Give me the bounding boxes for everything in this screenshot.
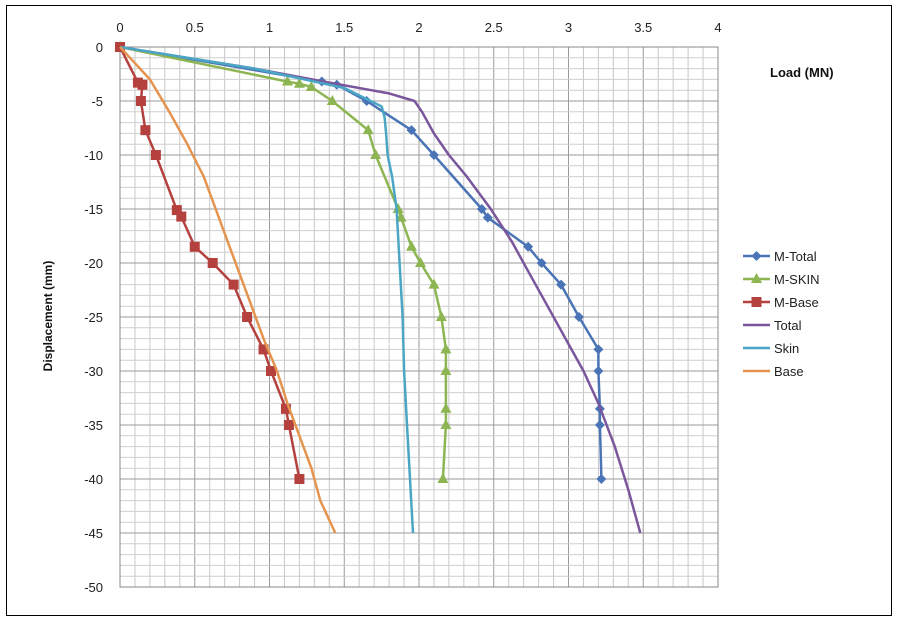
- data-point-m-base: [207, 258, 218, 268]
- legend-label: Skin: [774, 341, 799, 356]
- y-tick-label: -35: [84, 418, 103, 433]
- x-tick-label: 0: [116, 20, 123, 35]
- series-layer: [114, 41, 642, 534]
- data-point-m-base: [150, 150, 161, 160]
- legend-marker: [751, 251, 762, 261]
- data-point-m-skin: [293, 77, 305, 88]
- x-tick-label: 1: [266, 20, 273, 35]
- data-point-m-base: [228, 279, 239, 290]
- x-tick-label: 2.5: [485, 20, 503, 35]
- data-point-m-skin: [362, 124, 374, 135]
- x-tick-label: 3: [565, 20, 572, 35]
- data-point-m-skin: [326, 95, 338, 105]
- x-tick-label: 1.5: [335, 20, 353, 35]
- y-tick-label: -50: [84, 580, 103, 595]
- data-point-m-base: [242, 312, 253, 322]
- data-point-m-base: [171, 205, 182, 216]
- x-tick-label: 3.5: [634, 20, 652, 35]
- data-point-m-base: [140, 125, 151, 136]
- y-tick-label: -15: [84, 202, 103, 217]
- legend-item-m-total: M-Total: [743, 249, 817, 264]
- series-total: [119, 45, 642, 534]
- data-point-m-base: [258, 344, 269, 355]
- y-axis-ticks: 0 -5 -10 -15 -20 -25 -30 -35 -40 -45 -50: [84, 40, 103, 595]
- y-tick-label: -30: [84, 364, 103, 379]
- data-point-m-base: [189, 241, 200, 252]
- x-axis-ticks: 0 0.5 1 1.5 2 2.5 3 3.5 4: [116, 20, 721, 35]
- data-point-m-skin: [281, 75, 293, 86]
- data-point-m-total: [556, 279, 567, 290]
- data-point-m-total: [573, 312, 584, 322]
- x-tick-label: 4: [714, 20, 721, 35]
- legend-item-total: Total: [743, 318, 802, 333]
- legend-label: M-Base: [774, 295, 819, 310]
- legend-item-base: Base: [743, 364, 804, 379]
- series-line-skin: [119, 45, 415, 534]
- data-point-m-total: [594, 420, 605, 430]
- data-point-m-base: [294, 474, 305, 484]
- y-tick-label: -5: [91, 94, 103, 109]
- data-point-m-skin: [440, 365, 452, 375]
- data-point-m-skin: [392, 203, 404, 213]
- legend-label: Total: [774, 318, 802, 333]
- series-base: [119, 46, 337, 534]
- data-point-m-skin: [440, 343, 452, 354]
- y-tick-label: 0: [96, 40, 103, 55]
- grid-lines: [119, 46, 719, 588]
- legend-marker: [751, 273, 762, 283]
- data-point-m-total: [406, 125, 417, 136]
- y-tick-label: -25: [84, 310, 103, 325]
- x-tick-label: 0.5: [186, 20, 204, 35]
- data-point-m-base: [283, 420, 294, 430]
- y-axis-title: Displacement (mm): [41, 261, 55, 372]
- series-skin: [119, 45, 415, 534]
- data-point-m-skin: [437, 473, 449, 483]
- legend-item-m-base: M-Base: [743, 295, 819, 310]
- plot-area-border: [119, 46, 719, 588]
- series-line-total: [119, 45, 642, 534]
- legend-label: M-Total: [774, 249, 817, 264]
- series-m-skin: [114, 41, 452, 483]
- x-axis-title: Load (MN): [770, 65, 834, 80]
- data-point-m-skin: [440, 402, 452, 413]
- legend-label: Base: [774, 364, 804, 379]
- legend: M-Total M-SKIN M-Base Total Skin Base: [743, 249, 820, 379]
- data-point-m-base: [137, 79, 148, 90]
- data-point-m-total: [476, 204, 487, 214]
- data-point-m-total: [482, 212, 493, 223]
- legend-marker: [751, 297, 762, 307]
- data-point-m-skin: [428, 278, 440, 289]
- data-point-m-skin: [414, 257, 426, 267]
- data-point-m-base: [280, 403, 291, 414]
- data-point-m-base: [176, 211, 187, 222]
- data-point-m-total: [593, 366, 604, 376]
- legend-label: M-SKIN: [774, 272, 820, 287]
- data-point-m-total: [593, 344, 604, 355]
- data-point-m-base: [135, 96, 146, 106]
- data-point-m-total: [596, 474, 607, 484]
- data-point-m-total: [536, 258, 547, 268]
- data-point-m-skin: [370, 149, 382, 159]
- y-tick-label: -10: [84, 148, 103, 163]
- data-point-m-base: [265, 366, 276, 376]
- legend-item-skin: Skin: [743, 341, 799, 356]
- y-tick-label: -20: [84, 256, 103, 271]
- data-point-m-total: [428, 150, 439, 160]
- legend-item-m-skin: M-SKIN: [743, 272, 820, 287]
- data-point-m-skin: [440, 419, 452, 429]
- data-point-m-skin: [406, 240, 418, 251]
- x-tick-label: 2: [415, 20, 422, 35]
- data-point-m-skin: [305, 80, 317, 91]
- data-point-m-total: [523, 241, 534, 252]
- series-line-base: [119, 46, 337, 534]
- y-tick-label: -45: [84, 526, 103, 541]
- data-point-m-skin: [435, 311, 447, 321]
- y-tick-label: -40: [84, 472, 103, 487]
